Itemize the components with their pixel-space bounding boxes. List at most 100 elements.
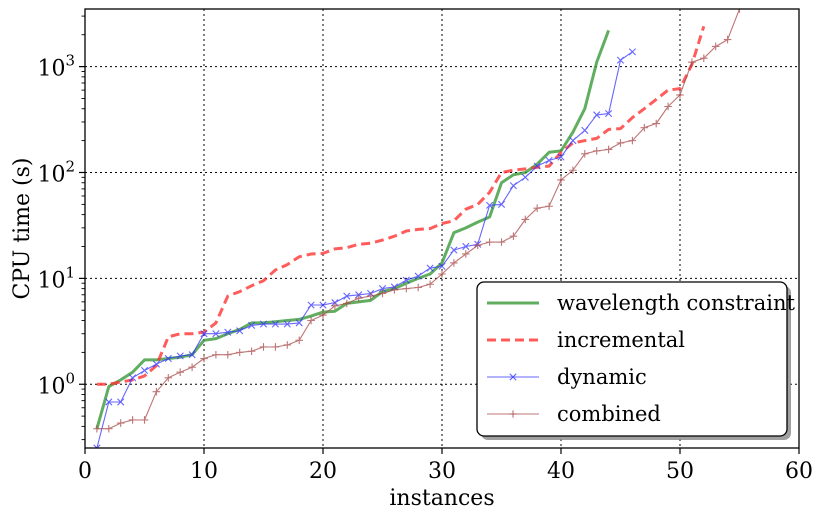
series-combined <box>93 9 744 433</box>
data-point <box>295 336 303 345</box>
data-point <box>236 327 244 335</box>
data-point <box>473 241 482 250</box>
data-point <box>247 347 256 356</box>
legend-marker <box>509 373 517 381</box>
data-point <box>93 444 101 448</box>
legend-label: incremental <box>557 328 685 352</box>
data-point <box>569 137 577 145</box>
data-point <box>212 350 220 359</box>
data-point <box>545 156 553 165</box>
data-point <box>521 173 529 181</box>
x-axis-ticks: 0 10 20 30 40 50 60 <box>78 448 813 484</box>
data-point <box>354 294 363 302</box>
y-tick-label: 101 <box>37 263 75 293</box>
series-layer <box>93 9 744 448</box>
data-point <box>521 215 530 224</box>
legend: wavelength constraint incremental dynamic c… <box>476 281 795 440</box>
y-tick-label: 102 <box>37 157 75 187</box>
legend-item: combined <box>487 402 661 426</box>
data-point <box>93 424 101 433</box>
data-point <box>164 374 173 382</box>
data-point <box>295 319 303 327</box>
data-point <box>259 343 268 351</box>
y-tick-base: 10 <box>37 374 65 399</box>
legend-item: wavelength constraint <box>487 291 795 315</box>
series-line <box>95 29 611 430</box>
series-wavelength-constraint <box>95 29 611 430</box>
data-point <box>569 166 577 175</box>
data-point <box>259 320 268 328</box>
data-point <box>462 250 470 258</box>
data-point <box>129 374 137 382</box>
data-point <box>426 280 434 289</box>
data-point <box>711 42 720 51</box>
data-point <box>188 351 196 359</box>
data-point <box>176 352 184 360</box>
x-tick-label: 10 <box>190 459 218 484</box>
data-point <box>378 285 387 293</box>
series-line <box>96 51 633 448</box>
data-point <box>200 330 208 338</box>
y-tick-base: 10 <box>37 162 65 187</box>
x-tick-label: 0 <box>78 459 92 484</box>
data-point <box>616 56 625 64</box>
data-point <box>116 419 125 427</box>
data-point <box>497 200 506 208</box>
data-point <box>581 150 589 158</box>
y-tick-exponent: 1 <box>65 263 75 281</box>
data-point <box>271 320 279 328</box>
y-tick-exponent: 2 <box>65 157 75 175</box>
data-point <box>105 424 113 433</box>
data-point <box>592 147 601 155</box>
data-point <box>700 54 708 63</box>
data-point <box>152 360 160 368</box>
data-point <box>533 162 541 170</box>
y-tick-base: 10 <box>37 268 65 293</box>
data-point <box>616 139 625 147</box>
data-point <box>414 272 422 280</box>
data-point <box>140 366 149 375</box>
data-point <box>486 201 494 209</box>
data-point <box>557 153 565 161</box>
data-point <box>438 262 446 270</box>
data-point <box>735 9 744 13</box>
data-point <box>390 285 399 294</box>
data-point <box>485 238 494 246</box>
legend-item: dynamic <box>487 365 647 389</box>
data-point <box>581 126 589 134</box>
data-point <box>164 354 172 363</box>
data-point <box>497 238 506 246</box>
data-point <box>235 348 244 357</box>
data-point <box>462 242 470 251</box>
data-point <box>105 398 113 406</box>
data-point <box>176 368 184 376</box>
legend-label: combined <box>557 402 661 426</box>
data-point <box>593 111 601 119</box>
data-point <box>450 246 458 254</box>
data-point <box>343 299 351 308</box>
data-point <box>664 102 672 111</box>
data-point <box>188 363 196 371</box>
data-point <box>557 176 565 184</box>
data-point <box>605 109 613 118</box>
y-tick-exponent: 3 <box>65 52 75 70</box>
y-tick-exponent: 0 <box>65 369 75 387</box>
data-point <box>117 398 125 406</box>
data-point <box>688 58 696 67</box>
data-point <box>426 264 434 272</box>
legend-marker <box>509 410 517 418</box>
data-point <box>283 341 292 349</box>
data-point <box>545 202 553 211</box>
data-point <box>509 182 517 190</box>
data-point <box>200 354 208 363</box>
data-point <box>628 136 637 145</box>
y-tick-label: 100 <box>37 369 75 399</box>
x-tick-label: 40 <box>547 459 575 484</box>
legend-box <box>476 281 788 437</box>
data-point <box>414 283 422 292</box>
data-point <box>533 204 541 212</box>
data-point <box>509 232 518 241</box>
data-point <box>248 321 256 329</box>
data-point <box>652 119 660 128</box>
